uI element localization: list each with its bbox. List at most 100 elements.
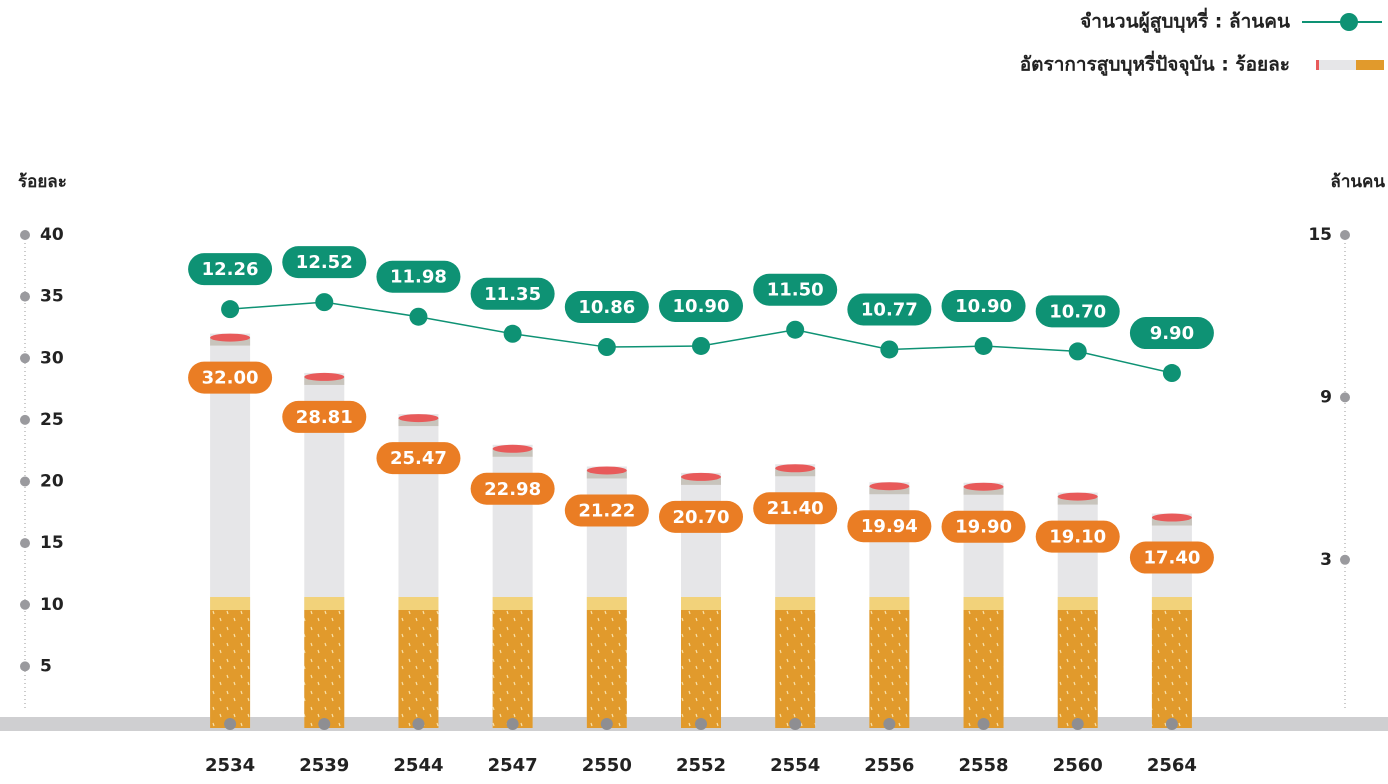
cigarette-tip <box>1152 514 1192 522</box>
y2-tick-label: 15 <box>1308 225 1332 245</box>
line-point <box>598 338 616 356</box>
cigarette-band <box>398 597 438 610</box>
cigarette-band <box>304 597 344 610</box>
cigarette-band <box>681 597 721 610</box>
x-tick-label: 2558 <box>958 755 1008 776</box>
category-dot <box>507 718 519 730</box>
cigarette-filter <box>869 610 909 728</box>
cigarette-tip <box>210 334 250 342</box>
bar-value-label: 32.00 <box>202 368 259 389</box>
line-value-label: 10.86 <box>578 297 635 318</box>
chart: ร้อยละ ล้านคน 51015202530354039152534253… <box>0 0 1388 780</box>
y-axis-title: ร้อยละ <box>18 172 67 192</box>
y-tick-label: 40 <box>40 225 64 245</box>
y-tick-dot <box>20 538 30 548</box>
cigarette-band <box>775 597 815 610</box>
category-dot <box>789 718 801 730</box>
bar-value-label: 19.94 <box>861 516 918 537</box>
category-dot <box>412 718 424 730</box>
cigarette-filter <box>681 610 721 728</box>
cigarette-filter <box>493 610 533 728</box>
line-point <box>1163 364 1181 382</box>
cigarette-filter <box>398 610 438 728</box>
line-point <box>221 300 239 318</box>
legend-label: อัตราการสูบบุหรี่ปัจจุบัน : ร้อยละ <box>1020 51 1290 77</box>
y-tick-dot <box>20 661 30 671</box>
legend-tip <box>1316 60 1319 70</box>
y-tick-label: 15 <box>40 533 64 553</box>
category-dot <box>1072 718 1084 730</box>
x-tick-label: 2547 <box>488 755 538 776</box>
bar-value-label: 22.98 <box>484 479 541 500</box>
line-point <box>315 293 333 311</box>
bar-value-label: 28.81 <box>296 407 353 428</box>
line-point <box>692 337 710 355</box>
y-tick-label: 5 <box>40 656 52 676</box>
legend-dot <box>1340 13 1358 31</box>
x-tick-label: 2550 <box>582 755 632 776</box>
x-tick-label: 2554 <box>770 755 820 776</box>
cigarette-filter <box>775 610 815 728</box>
cigarette-tip <box>964 483 1004 491</box>
y-tick-dot <box>20 477 30 487</box>
line-point <box>1069 342 1087 360</box>
category-dot <box>883 718 895 730</box>
x-tick-label: 2534 <box>205 755 255 776</box>
cigarette-filter <box>1152 610 1192 728</box>
cigarette-band <box>964 597 1004 610</box>
y2-tick-dot <box>1340 555 1350 565</box>
category-dot <box>224 718 236 730</box>
line-point <box>409 308 427 326</box>
category-dot <box>1166 718 1178 730</box>
bar-value-label: 17.40 <box>1143 548 1200 569</box>
category-dot <box>601 718 613 730</box>
line-point <box>880 340 898 358</box>
category-dot <box>978 718 990 730</box>
y2-tick-label: 3 <box>1320 550 1332 570</box>
y-tick-label: 10 <box>40 595 64 615</box>
line-value-label: 12.26 <box>202 259 259 280</box>
legend-label: จำนวนผู้สูบบุหรี่ : ล้านคน <box>1080 8 1290 34</box>
cigarette-tip <box>1058 493 1098 501</box>
cigarette-band <box>869 597 909 610</box>
bar-value-label: 21.22 <box>578 500 635 521</box>
y-tick-dot <box>20 353 30 363</box>
y-tick-dot <box>20 600 30 610</box>
cigarette-band <box>1058 597 1098 610</box>
cigarette-filter <box>304 610 344 728</box>
y-tick-dot <box>20 230 30 240</box>
cigarette-tip <box>775 464 815 472</box>
y2-axis-title: ล้านคน <box>1330 172 1385 192</box>
x-tick-label: 2539 <box>299 755 349 776</box>
cigarette-tip <box>587 466 627 474</box>
category-dot <box>318 718 330 730</box>
line-point <box>786 321 804 339</box>
line-value-label: 10.70 <box>1049 301 1106 322</box>
legend-body <box>1316 60 1356 70</box>
y-tick-label: 25 <box>40 410 64 430</box>
legend-filter <box>1356 60 1384 70</box>
category-dot <box>695 718 707 730</box>
x-tick-label: 2552 <box>676 755 726 776</box>
cigarette-tip <box>304 373 344 381</box>
line-value-label: 10.77 <box>861 299 918 320</box>
bar-value-label: 19.90 <box>955 517 1012 538</box>
cigarette-tip <box>493 445 533 453</box>
cigarette-band <box>493 597 533 610</box>
y-tick-dot <box>20 292 30 302</box>
bar-value-label: 21.40 <box>767 498 824 519</box>
line-value-label: 11.50 <box>767 280 824 301</box>
y-tick-dot <box>20 415 30 425</box>
cigarette-band <box>210 597 250 610</box>
y2-tick-label: 9 <box>1320 387 1332 407</box>
cigarette-tip <box>869 482 909 490</box>
bar-value-label: 25.47 <box>390 448 447 469</box>
cigarette-band <box>587 597 627 610</box>
cigarette-tip <box>681 473 721 481</box>
cigarette-filter <box>964 610 1004 728</box>
bar-value-label: 20.70 <box>673 507 730 528</box>
line-value-label: 10.90 <box>955 296 1012 317</box>
x-tick-label: 2556 <box>864 755 914 776</box>
y2-tick-dot <box>1340 392 1350 402</box>
y-tick-label: 20 <box>40 472 64 492</box>
